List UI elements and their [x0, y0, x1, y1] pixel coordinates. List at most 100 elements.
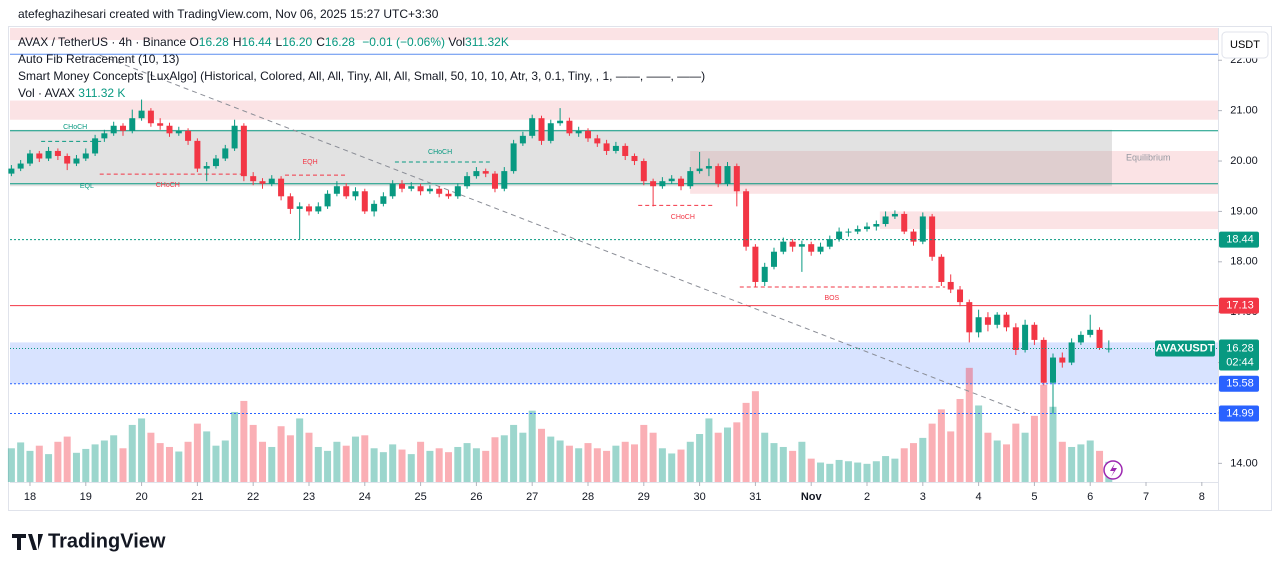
- volume-bar: [184, 441, 192, 482]
- volume-bar: [1086, 440, 1094, 482]
- volume-bar: [379, 452, 387, 482]
- candle-body: [361, 191, 368, 212]
- candle-body: [203, 166, 210, 169]
- candle-body: [417, 186, 424, 192]
- countdown: 02:44: [1226, 356, 1254, 368]
- candle-body: [399, 183, 406, 189]
- candle-body: [138, 110, 145, 119]
- x-tick-label: 4: [976, 491, 982, 503]
- candle-body: [836, 231, 843, 240]
- change: −0.01 (−0.06%): [362, 35, 446, 49]
- candle-body: [389, 183, 396, 197]
- indicator: Auto Fib Retracement (10, 13): [18, 52, 180, 66]
- candle-body: [612, 145, 619, 151]
- volume-bar: [956, 398, 964, 482]
- vol-legend-name: Vol · AVAX: [18, 86, 75, 100]
- volume-bar: [835, 459, 843, 482]
- annotation: CHoCH: [63, 124, 87, 131]
- candle-body: [1059, 357, 1066, 363]
- candle-body: [659, 181, 666, 187]
- volume-bar: [547, 436, 555, 482]
- candle-body: [650, 181, 657, 187]
- x-tick-label: 29: [638, 491, 650, 503]
- candle-body: [696, 168, 703, 172]
- candle-body: [101, 133, 108, 139]
- candle-body: [687, 171, 694, 187]
- candle-body: [371, 203, 378, 212]
- volume-bar: [296, 418, 304, 482]
- x-tick-label: 24: [359, 491, 371, 503]
- volume-bar: [444, 452, 452, 482]
- candle-body: [547, 123, 554, 141]
- candle-body: [584, 130, 591, 139]
- volume-bar: [817, 462, 825, 482]
- volume-bar: [259, 441, 267, 482]
- candle-body: [166, 125, 173, 134]
- volume-bar: [35, 445, 43, 482]
- candle-body: [1049, 357, 1056, 383]
- candle-body: [1040, 339, 1047, 383]
- candle-body: [761, 266, 768, 282]
- ohlc-key: L: [275, 35, 283, 49]
- indicator: Smart Money Concepts [LuxAlgo] (Historic…: [18, 69, 706, 83]
- candle-body: [901, 213, 908, 232]
- candle-body: [352, 191, 359, 197]
- plot: 14.0015.0016.0017.0018.0019.0020.0021.00…: [7, 28, 1259, 503]
- volume-bar: [454, 446, 462, 482]
- candle-body: [557, 120, 564, 124]
- ohlc-value: 16.28: [324, 35, 355, 49]
- level-label: 14.99: [1226, 407, 1254, 419]
- candle-body: [501, 171, 508, 189]
- candle-body: [380, 196, 387, 204]
- zone: [10, 100, 1218, 120]
- volume-bar: [705, 418, 713, 482]
- x-tick-label: 8: [1199, 491, 1205, 503]
- price-badge: [1219, 339, 1259, 371]
- candle-body: [603, 143, 610, 151]
- volume-bar: [491, 437, 499, 482]
- volume-bar: [1003, 444, 1011, 482]
- candle-body: [957, 289, 964, 303]
- volume-bar: [1049, 406, 1057, 482]
- volume-bar: [872, 461, 880, 482]
- candle-body: [873, 224, 880, 227]
- candle-body: [743, 191, 750, 247]
- currency-button[interactable]: [1221, 31, 1269, 59]
- volume-bar: [556, 440, 564, 482]
- candle-body: [845, 231, 852, 233]
- volume-bar: [351, 436, 359, 482]
- annotation: BOS: [824, 295, 839, 302]
- candle-body: [482, 171, 489, 174]
- volume-bar: [472, 448, 480, 482]
- x-tick-label: 20: [135, 491, 147, 503]
- candle-body: [426, 188, 433, 192]
- x-tick-label: 5: [1031, 491, 1037, 503]
- candle-body: [1077, 334, 1084, 343]
- volume-bar: [733, 422, 741, 482]
- ohlc-key: O: [189, 35, 199, 49]
- candle-body: [640, 161, 647, 182]
- volume-bar: [612, 445, 620, 482]
- candle-body: [491, 173, 498, 189]
- volume-bar: [779, 446, 787, 482]
- volume-bar: [286, 435, 294, 482]
- ohlc-value: 16.28: [198, 35, 229, 49]
- volume-bar: [128, 424, 136, 482]
- symbol-title: AVAX / TetherUS · 4h · Binance: [18, 35, 187, 49]
- volume-bar: [1077, 444, 1085, 482]
- candle-body: [631, 155, 638, 162]
- volume-bar: [770, 443, 778, 482]
- candle-body: [54, 150, 61, 156]
- candle-body: [278, 178, 285, 197]
- volume-bar: [54, 441, 62, 482]
- candle-body: [919, 216, 926, 242]
- candle-body: [17, 163, 24, 169]
- candle-body: [333, 186, 340, 194]
- volume-bar: [249, 424, 257, 482]
- candle-body: [529, 118, 536, 136]
- candle-body: [1096, 329, 1103, 348]
- candle-body: [994, 314, 1001, 325]
- volume-bar: [947, 431, 955, 482]
- volume-bar: [91, 444, 99, 482]
